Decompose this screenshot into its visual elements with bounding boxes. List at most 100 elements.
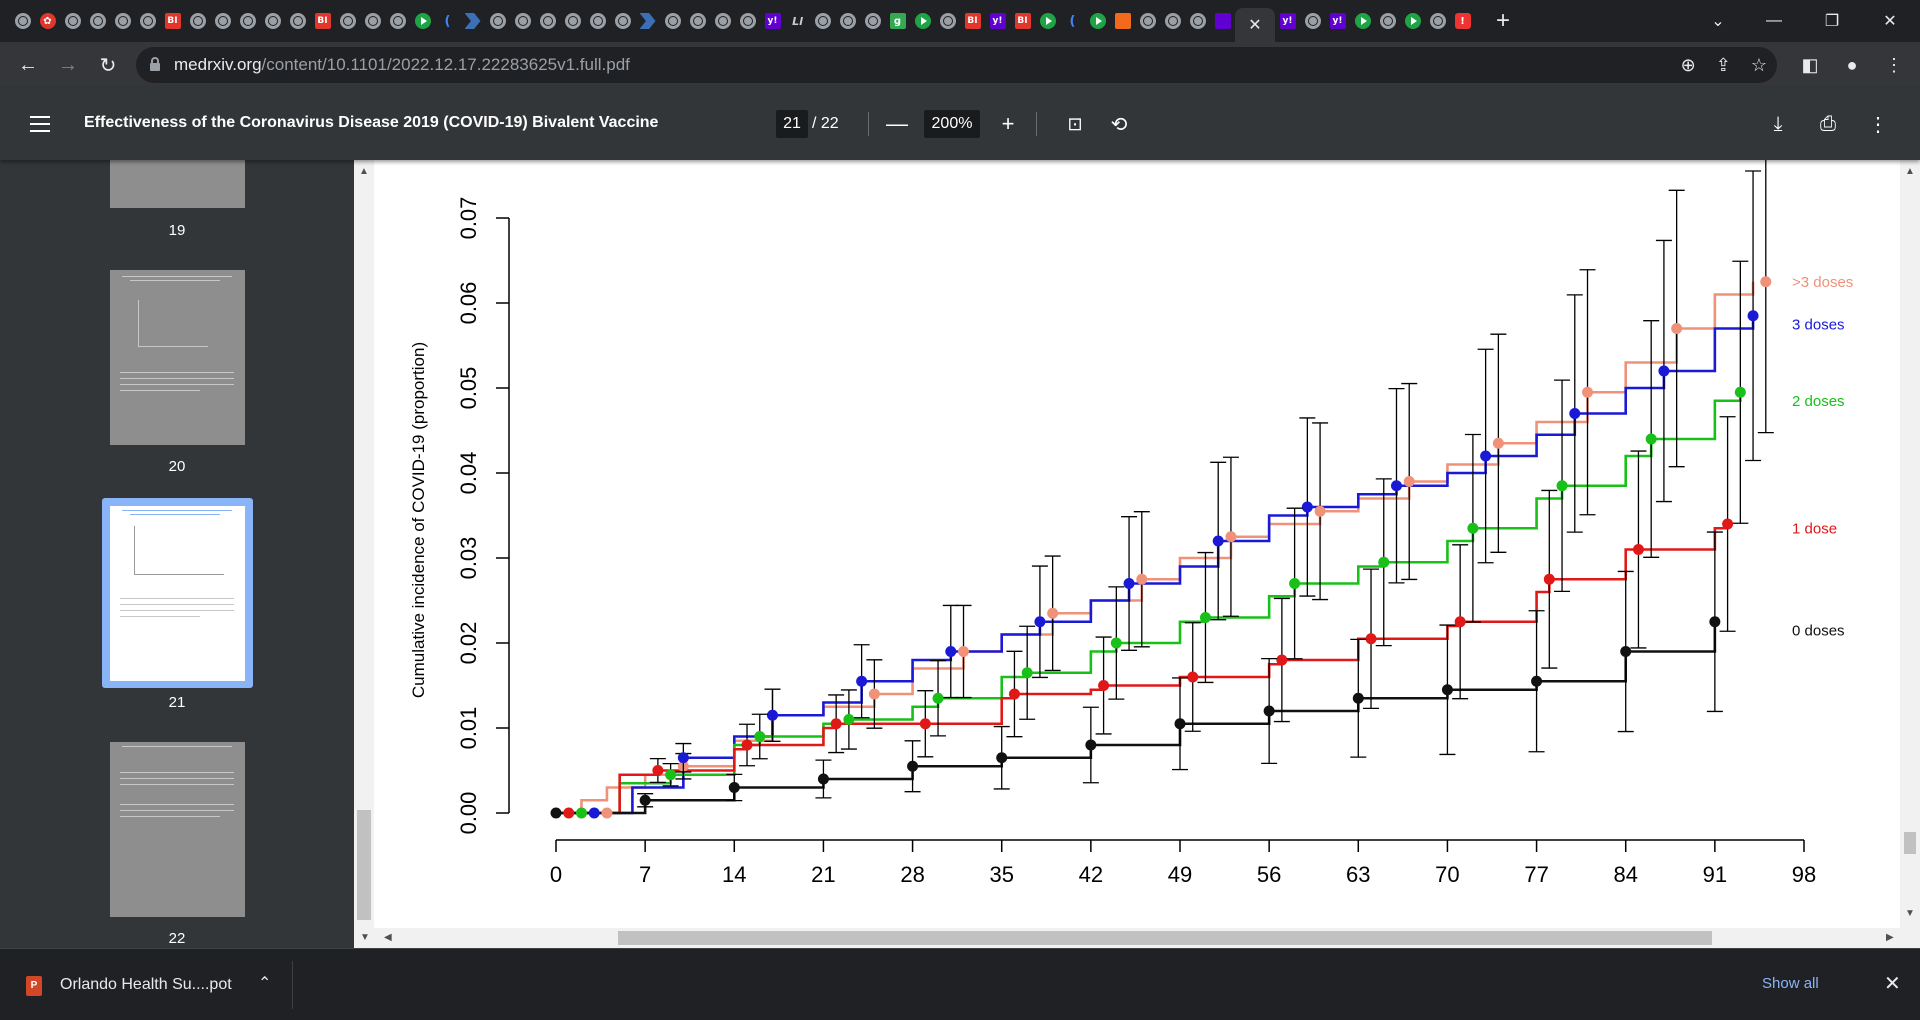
bi-tab-favicon-icon[interactable]: BI: [310, 0, 335, 42]
globe-tab-favicon-icon[interactable]: [860, 0, 885, 42]
close-downloads-button[interactable]: ✕: [1884, 973, 1901, 995]
globe-tab-favicon-icon[interactable]: [510, 0, 535, 42]
download-item-name[interactable]: Orlando Health Su....pot: [60, 976, 232, 993]
powerpoint-file-icon[interactable]: P: [26, 976, 42, 996]
show-all-button[interactable]: Show all: [1762, 975, 1819, 992]
chrome-menu-icon[interactable]: ⋮: [1885, 54, 1903, 75]
globe-tab-favicon-icon[interactable]: [1425, 0, 1450, 42]
bi-tab-favicon-icon[interactable]: BI: [1010, 0, 1035, 42]
forward-button[interactable]: →: [58, 53, 78, 76]
page-number-input[interactable]: 21: [776, 110, 808, 138]
globe-tab-favicon-icon[interactable]: [535, 0, 560, 42]
print-icon[interactable]: ⎙: [1820, 112, 1836, 135]
vertical-scroll-thumb[interactable]: [1904, 832, 1916, 854]
globe-tab-favicon-icon[interactable]: [285, 0, 310, 42]
leaf-tab-favicon-icon[interactable]: (: [1069, 13, 1076, 29]
globe-tab-favicon-icon[interactable]: [235, 0, 260, 42]
mail-tab-favicon-icon[interactable]: [1210, 0, 1235, 42]
zoom-input[interactable]: 200%: [924, 110, 980, 138]
globe-tab-favicon-icon[interactable]: [560, 0, 585, 42]
globe-tab-favicon-icon[interactable]: [1160, 0, 1185, 42]
back-button[interactable]: ←: [18, 53, 38, 76]
globe-tab-favicon-icon[interactable]: [85, 0, 110, 42]
share-icon[interactable]: ⇪: [1715, 54, 1731, 75]
cross-tab-favicon-icon[interactable]: ✿: [35, 0, 60, 42]
play-tab-favicon-icon[interactable]: [1400, 0, 1425, 42]
thumbnail-page-22[interactable]: [110, 742, 245, 917]
horizontal-scroll-thumb[interactable]: [618, 931, 1712, 945]
yahoo-tab-favicon-icon[interactable]: y!: [985, 0, 1010, 42]
globe-tab-favicon-icon[interactable]: [60, 0, 85, 42]
globe-tab-favicon-icon[interactable]: [135, 0, 160, 42]
yahoo-tab-favicon-icon[interactable]: y!: [1275, 0, 1300, 42]
side-panel-icon[interactable]: ◧: [1801, 54, 1819, 75]
globe-tab-favicon-icon[interactable]: [210, 0, 235, 42]
globe-tab-favicon-icon[interactable]: [260, 0, 285, 42]
restore-button[interactable]: ❐: [1824, 13, 1840, 30]
globe-tab-favicon-icon[interactable]: [810, 0, 835, 42]
globe-tab-favicon-icon[interactable]: [1135, 0, 1160, 42]
tab-search-button[interactable]: ⌄: [1711, 13, 1725, 30]
slash-tab-favicon-icon[interactable]: Ll: [792, 14, 803, 28]
minimize-button[interactable]: —: [1766, 12, 1782, 29]
zoom-in-button[interactable]: +: [1001, 111, 1015, 136]
lock-icon[interactable]: [150, 57, 160, 71]
play-tab-favicon-icon[interactable]: [1085, 0, 1110, 42]
yahoo-tab-favicon-icon[interactable]: y!: [1325, 0, 1350, 42]
download-icon[interactable]: ⤓: [1773, 112, 1783, 135]
globe-tab-favicon-icon[interactable]: [935, 0, 960, 42]
bookmark-star-icon[interactable]: ☆: [1750, 54, 1767, 75]
hamburger-menu-icon[interactable]: [30, 116, 50, 132]
globe-tab-favicon-icon[interactable]: [335, 0, 360, 42]
address-bar[interactable]: medrxiv.org/content/10.1101/2022.12.17.2…: [136, 47, 1777, 83]
horizontal-scrollbar[interactable]: ▼ ◀ ▶: [354, 928, 1900, 948]
profile-icon[interactable]: ●: [1846, 54, 1858, 75]
thumbnail-page-20[interactable]: [110, 270, 245, 445]
pin-tab-favicon-icon[interactable]: !: [1450, 0, 1475, 42]
rotate-icon[interactable]: ⟲: [1110, 113, 1128, 136]
globe-tab-favicon-icon[interactable]: [485, 0, 510, 42]
play-tab-favicon-icon[interactable]: [1035, 0, 1060, 42]
globe-tab-favicon-icon[interactable]: [10, 0, 35, 42]
thumbnail-page-21[interactable]: [110, 506, 245, 681]
globe-tab-favicon-icon[interactable]: [1375, 0, 1400, 42]
play-tab-favicon-icon[interactable]: [910, 0, 935, 42]
bi-tab-favicon-icon[interactable]: BI: [960, 0, 985, 42]
book-tab-favicon-icon[interactable]: [1110, 0, 1135, 42]
bi-tab-favicon-icon[interactable]: BI: [160, 0, 185, 42]
globe-tab-favicon-icon[interactable]: [185, 0, 210, 42]
globe-tab-favicon-icon[interactable]: [735, 0, 760, 42]
globe-tab-favicon-icon[interactable]: [110, 0, 135, 42]
globe-tab-favicon-icon[interactable]: [610, 0, 635, 42]
g-tab-favicon-icon[interactable]: g: [885, 0, 910, 42]
globe-tab-favicon-icon[interactable]: [835, 0, 860, 42]
arrow-tab-favicon-icon[interactable]: [460, 0, 485, 42]
reload-button[interactable]: ↻: [99, 54, 117, 77]
globe-tab-favicon-icon[interactable]: [585, 0, 610, 42]
more-actions-icon[interactable]: ⋮: [1868, 113, 1888, 136]
leaf-tab-favicon-icon[interactable]: (: [444, 13, 451, 29]
play-tab-favicon-icon[interactable]: [1350, 0, 1375, 42]
globe-tab-favicon-icon[interactable]: [1300, 0, 1325, 42]
active-tab-close-button[interactable]: ✕: [1235, 8, 1275, 42]
zoom-icon[interactable]: ⊕: [1680, 54, 1696, 75]
x-tick-label: 98: [1792, 862, 1816, 887]
sidebar-scroll-thumb[interactable]: [357, 810, 371, 920]
globe-tab-favicon-icon[interactable]: [660, 0, 685, 42]
vertical-scrollbar[interactable]: ▲ ▼: [1900, 160, 1920, 948]
play-tab-favicon-icon[interactable]: [410, 0, 435, 42]
new-tab-button[interactable]: +: [1495, 7, 1510, 34]
yahoo-tab-favicon-icon[interactable]: y!: [760, 0, 785, 42]
globe-tab-favicon-icon[interactable]: [385, 0, 410, 42]
chevron-up-icon[interactable]: ⌃: [258, 975, 272, 992]
sidebar-scrollbar[interactable]: ▲: [354, 160, 374, 928]
fit-page-icon[interactable]: ⊡: [1067, 113, 1083, 134]
zoom-out-button[interactable]: —: [886, 111, 908, 136]
close-window-button[interactable]: ✕: [1883, 13, 1897, 30]
globe-tab-favicon-icon[interactable]: [710, 0, 735, 42]
globe-tab-favicon-icon[interactable]: [685, 0, 710, 42]
globe-tab-favicon-icon[interactable]: [1185, 0, 1210, 42]
globe-tab-favicon-icon[interactable]: [360, 0, 385, 42]
thumbnail-page-19[interactable]: [110, 160, 245, 208]
arrow-tab-favicon-icon[interactable]: [635, 0, 660, 42]
